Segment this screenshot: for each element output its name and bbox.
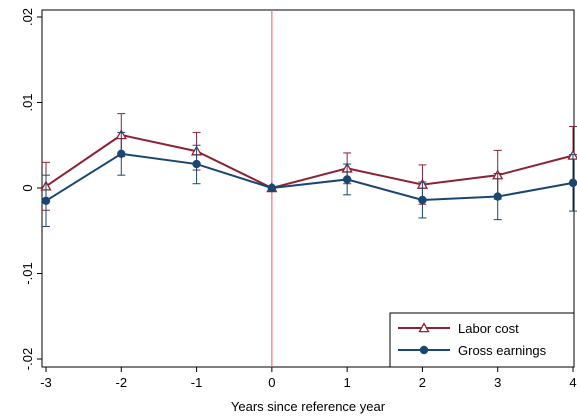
plot-area bbox=[41, 9, 575, 368]
gross-earnings-marker bbox=[418, 195, 427, 205]
y-tick-label: .01 bbox=[20, 93, 35, 111]
legend-label-labor-cost: Labor cost bbox=[458, 321, 519, 336]
legend-labor-cost-marker bbox=[418, 322, 430, 333]
gross-earnings-line bbox=[45, 152, 574, 202]
x-tick-label: 3 bbox=[494, 375, 501, 390]
legend-box bbox=[389, 312, 575, 368]
x-tick-label: 2 bbox=[419, 375, 426, 390]
x-tick-label: 4 bbox=[569, 375, 576, 390]
x-tick-label: -3 bbox=[40, 375, 52, 390]
y-tick-label: .02 bbox=[20, 8, 35, 26]
x-tick-label: 0 bbox=[268, 375, 275, 390]
x-axis-title: Years since reference year bbox=[231, 399, 386, 414]
gross-earnings-marker bbox=[41, 196, 51, 206]
y-tick-label: -.02 bbox=[20, 348, 35, 370]
x-tick-label: 1 bbox=[344, 375, 351, 390]
gross-earnings-marker bbox=[342, 175, 352, 184]
gross-earnings-marker bbox=[117, 149, 126, 158]
x-tick-label: -2 bbox=[116, 375, 128, 390]
legend-gross-earnings-marker bbox=[419, 345, 429, 355]
series-gross-earnings bbox=[41, 131, 577, 227]
y-tick-label: 0 bbox=[20, 184, 35, 191]
x-tick-label: -1 bbox=[191, 375, 203, 390]
legend-label-gross-earnings: Gross earnings bbox=[458, 343, 547, 358]
gross-earnings-marker bbox=[267, 183, 277, 193]
labor-cost-line bbox=[45, 133, 574, 190]
gross-earnings-marker bbox=[493, 192, 502, 201]
gross-earnings-marker bbox=[568, 178, 577, 188]
gross-earnings-marker bbox=[192, 159, 201, 169]
legend: Labor cost Gross earnings bbox=[389, 312, 575, 368]
y-tick-label: -.01 bbox=[20, 262, 35, 284]
